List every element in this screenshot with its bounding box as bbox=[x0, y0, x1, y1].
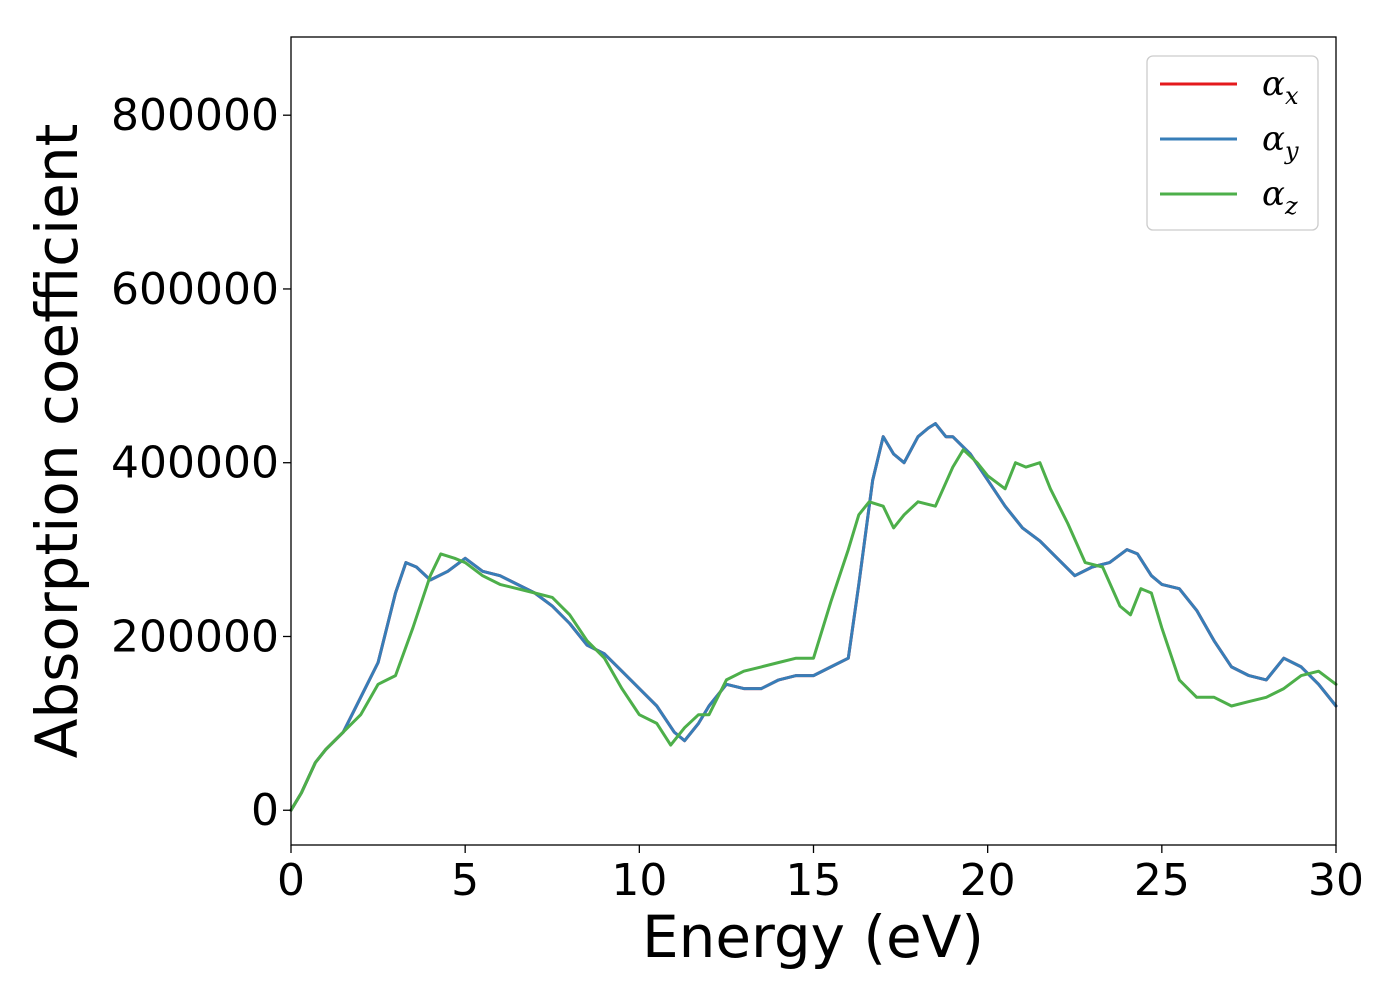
x-tick-label: 5 bbox=[451, 855, 479, 906]
y-tick-label: 400000 bbox=[111, 438, 279, 489]
legend-box bbox=[1146, 55, 1319, 231]
y-tick-label: 600000 bbox=[111, 264, 279, 315]
x-axis-title: Energy (eV) bbox=[642, 903, 984, 971]
y-tick-label: 800000 bbox=[111, 90, 279, 141]
x-tick-label: 20 bbox=[960, 855, 1016, 906]
y-axis-ticks: 0 200000 400000 600000 800000 bbox=[111, 90, 291, 836]
x-tick-label: 0 bbox=[277, 855, 305, 906]
x-tick-label: 30 bbox=[1308, 855, 1364, 906]
y-tick-label: 0 bbox=[251, 785, 279, 836]
series-layer bbox=[289, 422, 1338, 812]
y-axis-title: Absorption coefficient bbox=[23, 124, 91, 759]
y-tick-label: 200000 bbox=[111, 611, 279, 662]
x-tick-label: 25 bbox=[1134, 855, 1190, 906]
x-tick-label: 15 bbox=[786, 855, 842, 906]
series-line-y bbox=[289, 422, 1338, 812]
series-line-z bbox=[289, 448, 1338, 812]
x-tick-label: 10 bbox=[611, 855, 667, 906]
x-axis-ticks: 0 5 10 15 20 25 30 bbox=[277, 845, 1364, 906]
